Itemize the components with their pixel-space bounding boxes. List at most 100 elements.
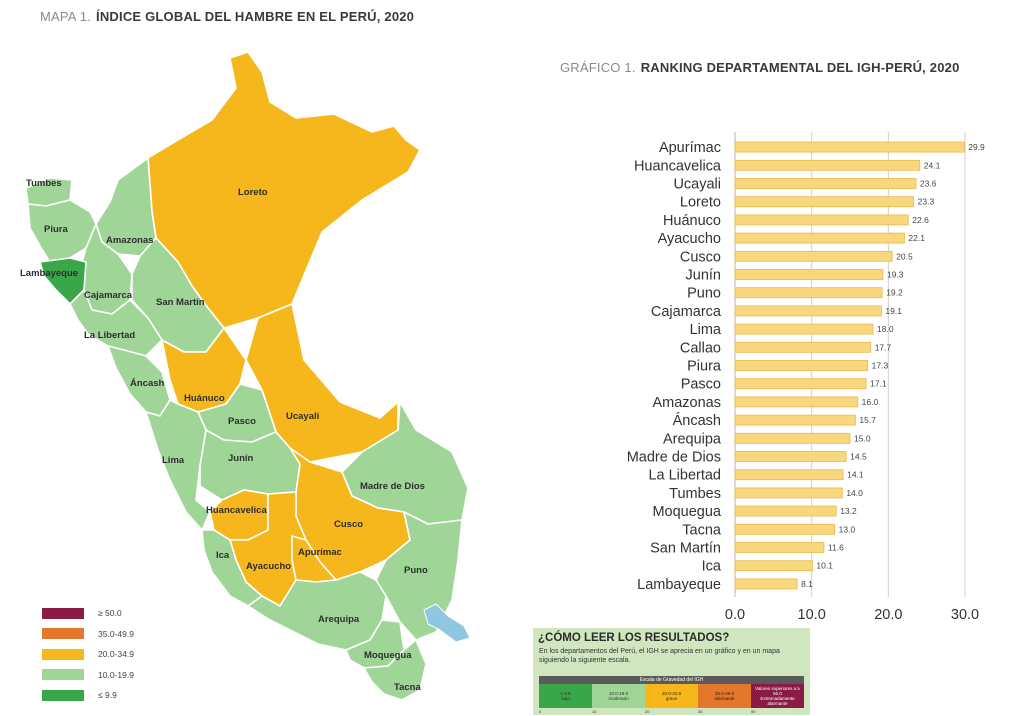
bar xyxy=(734,323,874,335)
bar xyxy=(734,232,905,244)
map-label-huanuco: Huánuco xyxy=(184,393,225,404)
severity-scale-cell: 10.0-19.9 moderado xyxy=(592,684,645,708)
value-label: 23.6 xyxy=(920,179,937,189)
category-label: Pasco xyxy=(681,377,721,393)
value-label: 17.7 xyxy=(875,342,892,352)
legend-swatch xyxy=(42,689,84,701)
bar xyxy=(734,141,965,153)
region-piura[interactable] xyxy=(27,199,97,263)
category-label: Callao xyxy=(680,340,721,356)
severity-scale-cell: Valores superiores a ≥ 50.0 Extremadament… xyxy=(751,684,804,708)
bar xyxy=(734,196,915,208)
value-label: 14.1 xyxy=(847,470,864,480)
map-label-cajamarca: Cajamarca xyxy=(84,290,133,301)
map-label-apurimac: Apurímac xyxy=(298,547,342,558)
value-label: 20.5 xyxy=(896,251,913,261)
bar xyxy=(734,341,872,353)
bar xyxy=(734,578,798,590)
legend-label: 35.0-49.9 xyxy=(98,628,134,639)
bar xyxy=(734,214,909,226)
region-tacna[interactable] xyxy=(363,639,427,701)
chart-title-text: RANKING DEPARTAMENTAL DEL IGH-PERÚ, 2020 xyxy=(640,60,960,75)
region-amazonas[interactable] xyxy=(95,157,157,257)
severity-range: Valores superiores a ≥ 50.0 xyxy=(755,686,800,696)
value-label: 14.0 xyxy=(846,488,863,498)
value-label: 17.3 xyxy=(872,361,889,371)
value-label: 13.2 xyxy=(840,506,857,516)
bar xyxy=(734,414,856,426)
map-label-moquegua: Moquegua xyxy=(364,650,412,661)
map-label-ica: Ica xyxy=(216,550,230,561)
severity-level: grave xyxy=(665,696,678,701)
severity-scale-title: Escala de Gravedad del IGH xyxy=(539,676,804,684)
bar xyxy=(734,542,825,553)
map-label-amazonas: Amazonas xyxy=(106,235,154,246)
severity-range: ≤ 9.9 xyxy=(560,691,571,696)
bar xyxy=(734,523,836,535)
severity-scale-cell: ≤ 9.9 bajo xyxy=(539,684,592,708)
x-tick-label: 10.0 xyxy=(798,607,826,623)
severity-scale-ticks: 0 10 20 35 50 xyxy=(539,708,804,715)
category-label: Cajamarca xyxy=(651,304,722,320)
value-label: 23.3 xyxy=(918,197,935,207)
legend-label: 10.0-19.9 xyxy=(98,669,134,680)
legend-swatch xyxy=(42,607,84,619)
severity-range: 20.0-34.9 xyxy=(661,691,681,696)
region-lima[interactable] xyxy=(145,399,211,531)
category-label: Piura xyxy=(687,359,722,375)
bar xyxy=(734,360,869,371)
category-label: La Libertad xyxy=(648,468,721,484)
how-to-read-title: ¿CÓMO LEER LOS RESULTADOS? xyxy=(538,632,730,644)
map-label-tumbes: Tumbes xyxy=(26,178,62,189)
legend-item: ≥ 50.0 xyxy=(42,603,134,624)
category-label: Áncash xyxy=(673,412,721,429)
map-label-puno: Puno xyxy=(404,565,428,576)
bar xyxy=(734,432,851,444)
legend-label: ≤ 9.9 xyxy=(98,690,117,701)
value-label: 11.6 xyxy=(828,543,844,553)
legend-swatch xyxy=(42,648,84,660)
bar xyxy=(734,396,859,408)
category-label: Junín xyxy=(686,268,721,284)
value-label: 10.1 xyxy=(816,561,833,571)
legend-item: 35.0-49.9 xyxy=(42,624,134,645)
value-label: 22.1 xyxy=(908,233,925,243)
x-tick-label: 30.0 xyxy=(951,607,979,623)
severity-level: alarmante xyxy=(714,696,735,701)
bar xyxy=(734,451,847,462)
category-label: Loreto xyxy=(680,195,721,211)
severity-tick: 50 xyxy=(751,709,756,714)
region-arequipa[interactable] xyxy=(247,571,387,651)
severity-scale-cell: 20.0-34.9 grave xyxy=(645,684,698,708)
map-label-loreto: Loreto xyxy=(238,187,268,198)
map-label-lima: Lima xyxy=(162,455,185,466)
category-label: Moquegua xyxy=(652,504,721,520)
map-label-madre-de-dios: Madre de Dios xyxy=(360,481,425,492)
value-label: 17.1 xyxy=(870,379,887,389)
map-title-prefix: MAPA 1. xyxy=(40,9,92,24)
map-title-text: ÍNDICE GLOBAL DEL HAMBRE EN EL PERÚ, 202… xyxy=(96,9,415,24)
category-label: Amazonas xyxy=(652,395,721,411)
how-to-read-box: ¿CÓMO LEER LOS RESULTADOS? En los depart… xyxy=(533,628,810,715)
legend-item: ≤ 9.9 xyxy=(42,685,134,706)
value-label: 8.1 xyxy=(801,579,813,589)
value-label: 18.0 xyxy=(877,324,894,334)
severity-range: 10.0-19.9 xyxy=(608,691,628,696)
value-label: 29.9 xyxy=(968,142,985,152)
map-label-ancash: Áncash xyxy=(130,378,165,389)
map-label-piura: Piura xyxy=(44,224,68,235)
legend-swatch xyxy=(42,669,84,681)
map-title: MAPA 1. ÍNDICE GLOBAL DEL HAMBRE EN EL PE… xyxy=(40,9,414,24)
severity-range: 35.0-49.9 xyxy=(714,691,734,696)
bar xyxy=(734,378,867,390)
bar xyxy=(734,305,882,317)
bar xyxy=(734,250,893,262)
category-label: Tacna xyxy=(682,522,722,538)
category-label: Lambayeque xyxy=(637,577,721,593)
bar xyxy=(734,178,917,189)
value-label: 15.0 xyxy=(854,433,871,443)
category-label: Apurímac xyxy=(659,140,721,156)
value-label: 22.6 xyxy=(912,215,929,225)
map-label-la-libertad: La Libertad xyxy=(84,330,135,341)
bar xyxy=(734,269,884,280)
